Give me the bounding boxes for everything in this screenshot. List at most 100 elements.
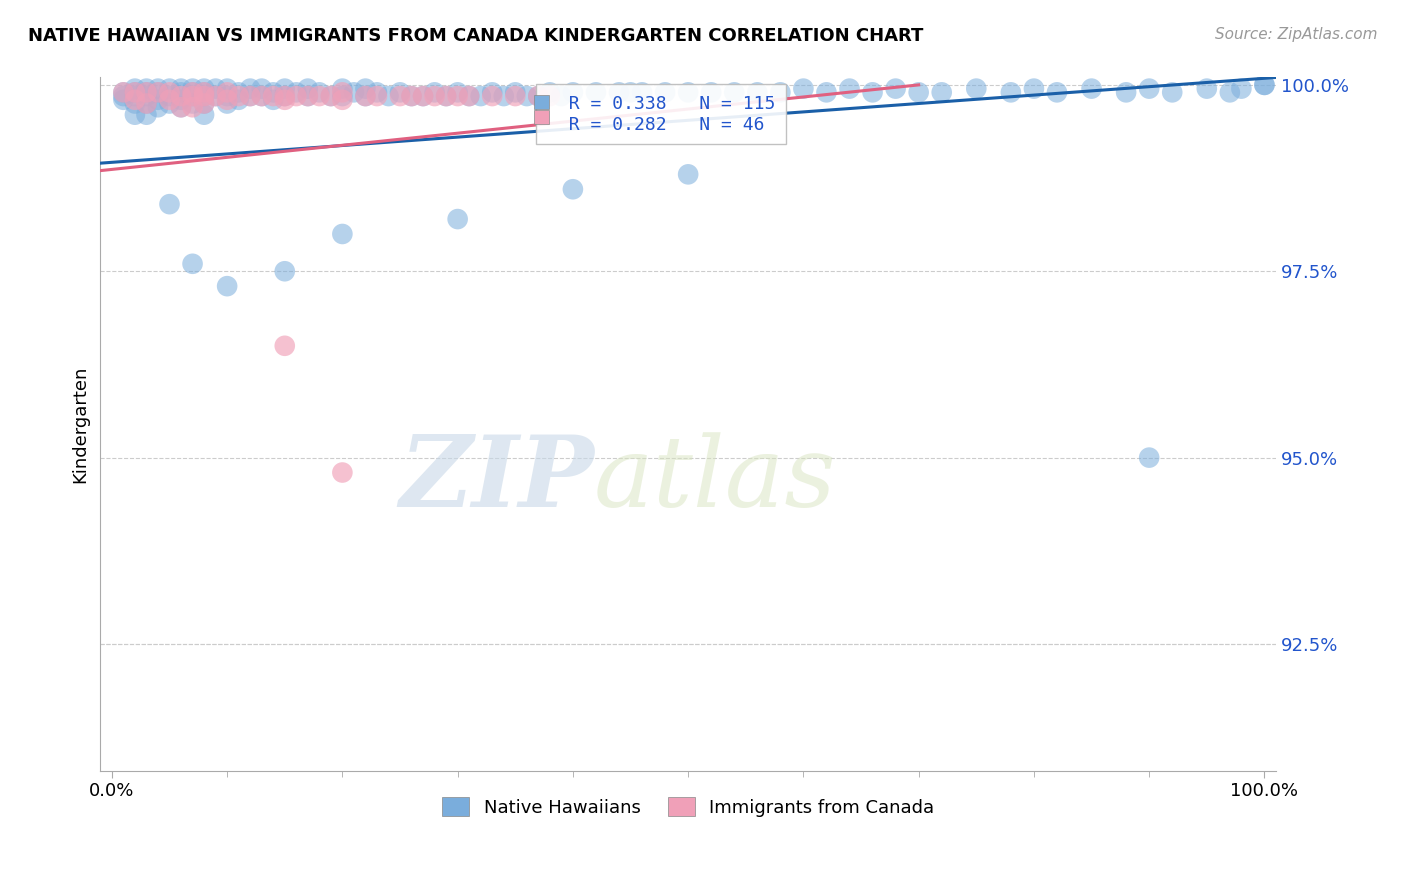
Point xyxy=(193,108,215,122)
Point xyxy=(366,89,388,103)
Point xyxy=(124,89,146,103)
Point xyxy=(308,86,330,100)
Point xyxy=(1195,81,1218,95)
Point xyxy=(332,227,354,241)
Point xyxy=(412,89,434,103)
Text: atlas: atlas xyxy=(595,432,837,527)
Point xyxy=(561,182,583,196)
Point xyxy=(332,89,354,103)
Point xyxy=(193,96,215,111)
Point xyxy=(170,100,193,114)
Point xyxy=(965,81,987,95)
Y-axis label: Kindergarten: Kindergarten xyxy=(72,366,89,483)
Point xyxy=(550,89,572,103)
Point xyxy=(250,81,273,95)
Point xyxy=(470,89,492,103)
Point xyxy=(181,89,204,103)
Point xyxy=(503,89,526,103)
Point xyxy=(193,86,215,100)
Point xyxy=(124,93,146,107)
Point xyxy=(146,86,169,100)
Point xyxy=(516,89,538,103)
Point xyxy=(193,89,215,103)
Point xyxy=(607,86,630,100)
Point xyxy=(135,86,157,100)
Point xyxy=(481,86,503,100)
Point xyxy=(112,93,135,107)
Bar xyxy=(534,110,550,124)
Point xyxy=(538,89,561,103)
Point xyxy=(228,86,250,100)
Point xyxy=(1161,86,1184,100)
Point xyxy=(204,89,226,103)
Point xyxy=(561,86,583,100)
Point xyxy=(619,86,641,100)
Point xyxy=(931,86,953,100)
Point xyxy=(884,81,907,95)
Point xyxy=(217,93,239,107)
Point xyxy=(1219,86,1241,100)
Point xyxy=(285,89,308,103)
Point xyxy=(1230,81,1253,95)
Point xyxy=(401,89,423,103)
Point xyxy=(285,86,308,100)
Point xyxy=(170,81,193,95)
Point xyxy=(631,86,654,100)
Point xyxy=(585,86,607,100)
Point xyxy=(815,86,838,100)
Point xyxy=(217,279,239,293)
Point xyxy=(308,89,330,103)
Point xyxy=(124,81,146,95)
Point xyxy=(262,86,284,100)
Point xyxy=(319,89,342,103)
Point xyxy=(274,93,297,107)
Point xyxy=(159,81,181,95)
Point xyxy=(262,89,284,103)
Point xyxy=(170,89,193,103)
Point xyxy=(1253,78,1275,92)
Point xyxy=(112,86,135,100)
Point xyxy=(193,86,215,100)
Point xyxy=(319,89,342,103)
Point xyxy=(159,197,181,211)
Point xyxy=(193,81,215,95)
Point xyxy=(274,89,297,103)
Point xyxy=(124,86,146,100)
Point xyxy=(135,86,157,100)
Point xyxy=(297,81,319,95)
Point xyxy=(262,93,284,107)
Text: ZIP: ZIP xyxy=(399,431,595,528)
Point xyxy=(458,89,481,103)
Point xyxy=(446,212,468,227)
Point xyxy=(274,339,297,353)
Point xyxy=(250,89,273,103)
Point xyxy=(527,89,550,103)
Point xyxy=(423,86,446,100)
Point xyxy=(124,108,146,122)
Point xyxy=(492,89,515,103)
Point xyxy=(1115,86,1137,100)
Point xyxy=(1022,81,1045,95)
Point xyxy=(274,264,297,278)
Point xyxy=(354,89,377,103)
Point xyxy=(170,100,193,114)
Point xyxy=(181,86,204,100)
Point xyxy=(700,86,723,100)
Point xyxy=(446,89,468,103)
Point xyxy=(332,93,354,107)
Bar xyxy=(534,95,550,109)
Point xyxy=(354,89,377,103)
Point xyxy=(838,81,860,95)
Point xyxy=(146,81,169,95)
Point xyxy=(297,89,319,103)
Point xyxy=(792,81,814,95)
Point xyxy=(297,89,319,103)
Point xyxy=(170,86,193,100)
Point xyxy=(1253,78,1275,92)
Text: NATIVE HAWAIIAN VS IMMIGRANTS FROM CANADA KINDERGARTEN CORRELATION CHART: NATIVE HAWAIIAN VS IMMIGRANTS FROM CANAD… xyxy=(28,27,924,45)
Point xyxy=(769,86,792,100)
Point xyxy=(239,81,262,95)
Point xyxy=(389,89,412,103)
Point xyxy=(354,81,377,95)
Point xyxy=(389,86,412,100)
